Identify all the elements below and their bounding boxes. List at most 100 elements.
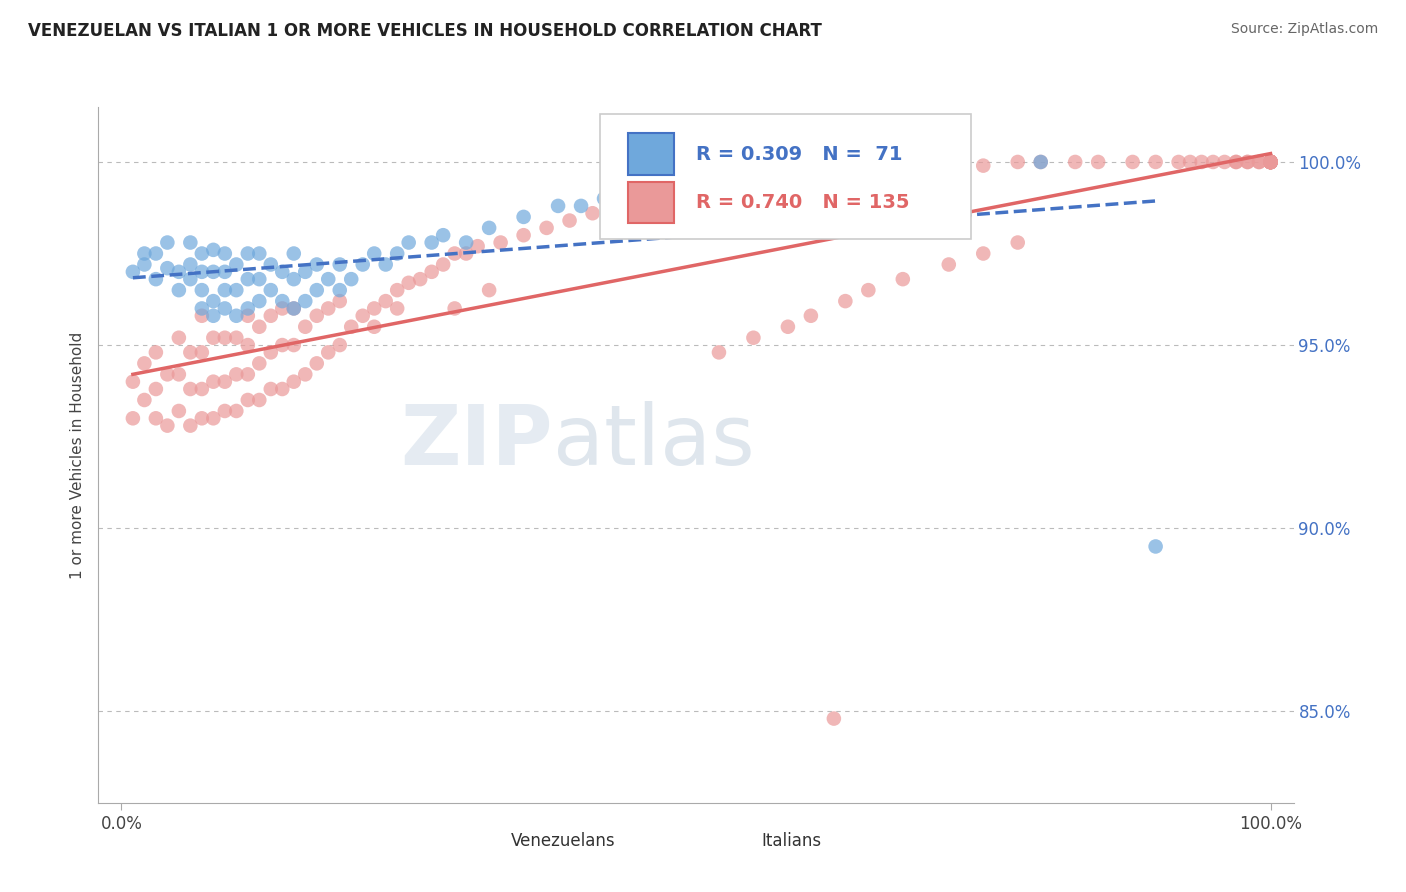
- Point: [247, 319, 270, 334]
- Point: [271, 338, 294, 352]
- Point: [271, 382, 294, 396]
- Point: [145, 411, 167, 425]
- Point: [236, 309, 259, 323]
- Point: [1007, 155, 1029, 169]
- Point: [316, 345, 339, 359]
- Point: [1144, 540, 1167, 554]
- Point: [1260, 155, 1282, 169]
- Point: [156, 235, 179, 250]
- Point: [456, 246, 478, 260]
- Point: [294, 319, 316, 334]
- Point: [858, 166, 880, 180]
- Point: [478, 283, 501, 297]
- Point: [179, 235, 201, 250]
- Point: [1260, 155, 1282, 169]
- Point: [891, 272, 914, 286]
- Point: [167, 265, 190, 279]
- Point: [236, 272, 259, 286]
- Point: [1260, 155, 1282, 169]
- Point: [305, 283, 328, 297]
- Point: [385, 246, 409, 260]
- Point: [247, 356, 270, 370]
- Point: [167, 283, 190, 297]
- Point: [512, 228, 534, 243]
- Point: [443, 246, 465, 260]
- Point: [1236, 155, 1258, 169]
- Point: [202, 294, 225, 309]
- Point: [225, 283, 247, 297]
- Point: [191, 345, 214, 359]
- Point: [742, 177, 765, 191]
- Point: [294, 294, 316, 309]
- Point: [214, 265, 236, 279]
- Point: [156, 368, 179, 382]
- Point: [1029, 155, 1052, 169]
- Point: [1260, 155, 1282, 169]
- Point: [420, 235, 443, 250]
- Point: [949, 159, 972, 173]
- Point: [742, 331, 765, 345]
- Point: [823, 712, 845, 726]
- Point: [283, 272, 305, 286]
- Y-axis label: 1 or more Vehicles in Household: 1 or more Vehicles in Household: [70, 331, 86, 579]
- Point: [225, 309, 247, 323]
- Point: [236, 368, 259, 382]
- FancyBboxPatch shape: [628, 182, 675, 223]
- Point: [1191, 155, 1213, 169]
- Point: [765, 173, 787, 187]
- Point: [1260, 155, 1282, 169]
- Point: [776, 162, 799, 177]
- Point: [134, 392, 156, 407]
- Point: [972, 246, 994, 260]
- Point: [1260, 155, 1282, 169]
- Point: [1260, 155, 1282, 169]
- Point: [662, 184, 685, 198]
- Point: [283, 301, 305, 316]
- Point: [489, 235, 512, 250]
- Point: [214, 301, 236, 316]
- Point: [938, 155, 960, 169]
- Point: [512, 210, 534, 224]
- Point: [409, 272, 432, 286]
- Point: [191, 246, 214, 260]
- Point: [800, 309, 823, 323]
- Text: ZIP: ZIP: [401, 401, 553, 482]
- Point: [1260, 155, 1282, 169]
- Point: [685, 173, 707, 187]
- Point: [547, 199, 569, 213]
- Point: [1260, 155, 1282, 169]
- Point: [122, 375, 145, 389]
- Point: [1260, 155, 1282, 169]
- Point: [823, 162, 845, 177]
- Point: [1260, 155, 1282, 169]
- Point: [650, 188, 672, 202]
- Point: [247, 246, 270, 260]
- Point: [569, 199, 592, 213]
- Point: [191, 301, 214, 316]
- Point: [202, 375, 225, 389]
- Point: [363, 301, 385, 316]
- Point: [385, 301, 409, 316]
- FancyBboxPatch shape: [467, 826, 501, 856]
- Point: [329, 338, 352, 352]
- Point: [456, 235, 478, 250]
- Point: [707, 345, 730, 359]
- Point: [236, 392, 259, 407]
- Point: [305, 258, 328, 272]
- Point: [398, 235, 420, 250]
- Point: [1007, 235, 1029, 250]
- Point: [593, 192, 616, 206]
- Point: [581, 206, 603, 220]
- Point: [260, 283, 283, 297]
- Point: [283, 246, 305, 260]
- Point: [225, 404, 247, 418]
- Point: [260, 258, 283, 272]
- Point: [432, 258, 454, 272]
- Point: [834, 294, 856, 309]
- Point: [352, 309, 374, 323]
- Point: [260, 345, 283, 359]
- Point: [627, 184, 650, 198]
- Point: [420, 265, 443, 279]
- Text: Italians: Italians: [762, 832, 823, 850]
- Point: [316, 272, 339, 286]
